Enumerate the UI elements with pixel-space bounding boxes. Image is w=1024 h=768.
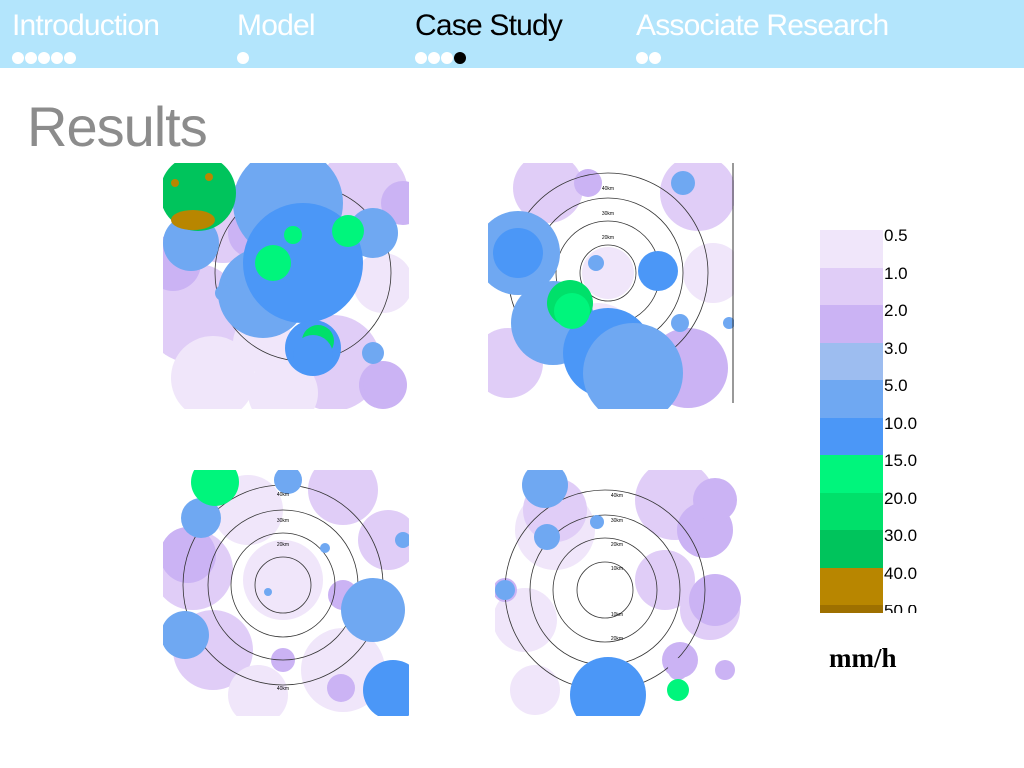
nav-dot[interactable] <box>25 52 37 64</box>
legend-item: 50.0 <box>820 605 940 613</box>
nav-dot[interactable] <box>636 52 648 64</box>
nav-dot[interactable] <box>415 52 427 64</box>
nav-label-associate-research: Associate Research <box>636 9 889 42</box>
nav-progress-dots <box>415 52 466 64</box>
radar-reflectivity-map <box>163 163 409 409</box>
radar-range-label: 30km <box>611 518 623 524</box>
legend-item: 2.0 <box>820 301 940 343</box>
legend-color-swatch <box>820 267 883 305</box>
legend-value-label: 30.0 <box>884 526 918 545</box>
legend-value-label: 40.0 <box>884 563 918 583</box>
nav-section-case-study[interactable]: Case Study <box>415 0 565 68</box>
radar-reflectivity-map: 40km 30km 20km 40km <box>163 470 409 716</box>
slide-title: Results <box>27 95 208 158</box>
legend-color-swatch <box>820 605 883 613</box>
radar-range-label: 30km <box>602 211 614 217</box>
legend-color-swatch <box>820 380 883 418</box>
nav-dot[interactable] <box>12 52 24 64</box>
legend-item: 3.0 <box>820 338 940 380</box>
legend-value-label: 15.0 <box>884 451 918 470</box>
nav-dot[interactable] <box>51 52 63 64</box>
nav-label-introduction: Introduction <box>12 9 160 42</box>
nav-progress-dots <box>12 52 76 64</box>
legend-color-swatch <box>820 342 883 380</box>
nav-dot[interactable] <box>441 52 453 64</box>
legend-item: 15.0 <box>820 451 940 493</box>
radar-image-top-left <box>163 163 409 409</box>
legend-value-label: 5.0 <box>884 376 908 395</box>
legend-value-label: 10.0 <box>884 413 918 433</box>
legend-value-label: 0.5 <box>884 226 908 245</box>
legend-color-swatch <box>820 530 883 568</box>
radar-image-bottom-right: 40km 30km 20km 10km 10km 20km <box>495 470 741 716</box>
radar-range-label: 40km <box>602 186 614 192</box>
legend-item: 5.0 <box>820 376 940 418</box>
legend-item: 30.0 <box>820 526 940 568</box>
radar-range-label: 20km <box>602 235 614 241</box>
radar-reflectivity-map: 40km 30km 20km 10km 10km 20km <box>495 470 741 716</box>
nav-dot[interactable] <box>237 52 249 64</box>
nav-label-case-study: Case Study <box>415 9 563 42</box>
radar-range-label: 20km <box>611 636 623 642</box>
nav-dot[interactable] <box>649 52 661 64</box>
radar-range-label: 20km <box>277 542 289 548</box>
nav-dot[interactable] <box>428 52 440 64</box>
radar-image-top-right: 40km 30km 20km <box>488 163 734 409</box>
legend-color-swatch <box>820 455 883 493</box>
nav-progress-dots <box>237 52 249 64</box>
legend-item: 20.0 <box>820 488 940 530</box>
legend-item: 0.5 <box>820 226 940 268</box>
nav-dot-current[interactable] <box>454 52 466 64</box>
section-navigation-bar: Introduction Model Case Study Associate … <box>0 0 1024 68</box>
legend-value-label: 50.0 <box>884 605 917 613</box>
legend-unit-label: mm/h <box>829 643 897 673</box>
nav-section-model[interactable]: Model <box>237 0 317 68</box>
radar-image-bottom-left: 40km 30km 20km 40km <box>163 470 409 716</box>
radar-range-label: 40km <box>277 492 289 498</box>
legend-color-swatch <box>820 417 883 455</box>
legend-value-label: 2.0 <box>884 301 908 320</box>
radar-range-label: 10km <box>611 612 623 618</box>
legend-item: 40.0 <box>820 563 940 605</box>
nav-label-model: Model <box>237 9 316 42</box>
nav-dot[interactable] <box>64 52 76 64</box>
nav-section-introduction[interactable]: Introduction <box>12 0 162 68</box>
radar-reflectivity-map: 40km 30km 20km <box>488 163 734 409</box>
radar-range-label: 40km <box>611 493 623 499</box>
legend-value-label: 20.0 <box>884 488 918 508</box>
legend-item: 10.0 <box>820 413 940 455</box>
legend-value-label: 1.0 <box>884 263 908 283</box>
radar-range-label: 40km <box>277 686 289 692</box>
radar-range-label: 30km <box>277 518 289 524</box>
nav-section-associate-research[interactable]: Associate Research <box>636 0 889 68</box>
legend-color-swatch <box>820 230 883 268</box>
legend-item: 1.0 <box>820 263 940 305</box>
nav-progress-dots <box>636 52 661 64</box>
legend-color-swatch <box>820 492 883 530</box>
nav-dot[interactable] <box>38 52 50 64</box>
radar-range-label: 10km <box>611 566 623 572</box>
legend-color-swatch <box>820 305 883 343</box>
legend-color-swatch <box>820 567 883 605</box>
radar-range-label: 20km <box>611 542 623 548</box>
legend-value-label: 3.0 <box>884 338 908 358</box>
